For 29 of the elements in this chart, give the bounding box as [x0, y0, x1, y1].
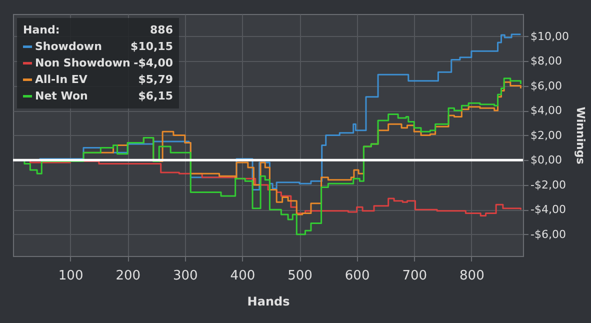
x-tick-label: 500 — [288, 268, 312, 284]
y-tick-label: -$2,00 — [530, 178, 566, 192]
legend-label: Showdown — [35, 40, 102, 53]
legend-label: Non Showdown — [35, 56, 130, 70]
y-axis-title: Winnings — [574, 106, 587, 165]
y-tick-label: $4,00 — [530, 104, 562, 118]
x-tick-label: 600 — [344, 268, 370, 284]
x-tick-label: 200 — [116, 268, 141, 284]
x-axis-title: Hands — [247, 294, 290, 308]
annotation: $6,15 — [138, 89, 173, 102]
y-tick-label: $6,00 — [530, 79, 562, 92]
annotation: $10,15 — [130, 40, 173, 53]
y-tick-label: $0,00 — [530, 154, 562, 167]
annotation: 886 — [150, 23, 174, 36]
y-tick-label: $10,00 — [530, 30, 569, 43]
y-tick-label: -$6,00 — [530, 228, 566, 241]
y-tick-label: $2,00 — [530, 128, 562, 142]
x-tick-label: 700 — [402, 268, 428, 284]
annotation: Hand: — [23, 23, 60, 36]
annotation: -$4,00 — [134, 56, 174, 70]
y-tick-label: -$4,00 — [530, 203, 566, 216]
legend-label: Net Won — [35, 89, 88, 102]
legend-label: All-In EV — [35, 72, 88, 86]
x-tick-label: 800 — [460, 268, 484, 284]
x-tick-label: 400 — [230, 268, 256, 284]
x-tick-label: 100 — [58, 268, 84, 284]
y-tick-label: $8,00 — [530, 54, 562, 68]
annotation: $5,79 — [138, 72, 173, 86]
x-tick-label: 300 — [172, 268, 198, 284]
